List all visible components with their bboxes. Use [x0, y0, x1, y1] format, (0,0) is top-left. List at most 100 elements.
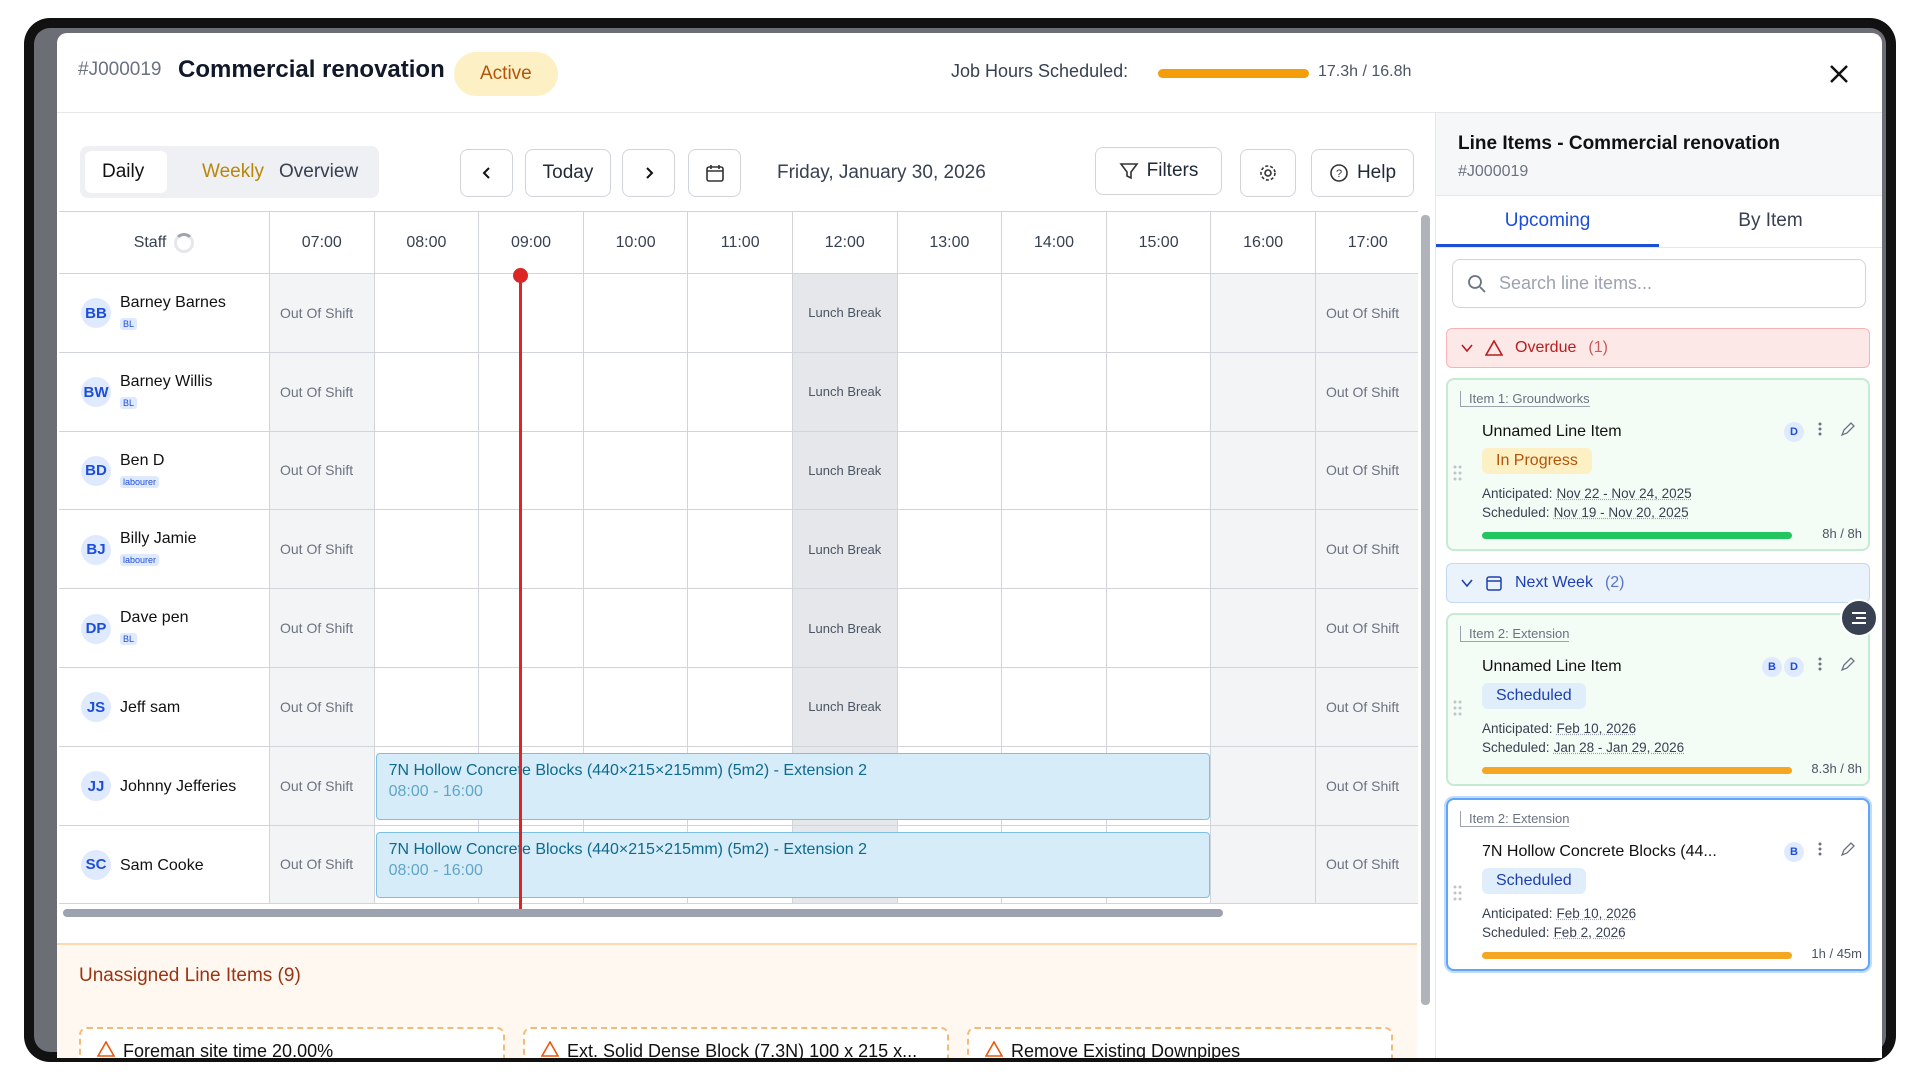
slot[interactable] [688, 510, 793, 590]
slot[interactable] [1211, 825, 1316, 905]
settings-button[interactable] [1240, 149, 1296, 197]
unassigned-card[interactable]: Foreman site time 20.00% [79, 1027, 505, 1058]
slot[interactable] [1106, 431, 1212, 511]
slot[interactable] [897, 668, 1003, 747]
h-scrollbar[interactable] [63, 909, 1223, 917]
slot[interactable] [688, 668, 793, 747]
staff-cell: BW Barney Willis BL [59, 352, 270, 432]
drag-handle[interactable] [1453, 885, 1463, 906]
slot[interactable] [1211, 274, 1316, 353]
slot[interactable] [688, 352, 793, 432]
line-item-card[interactable]: Item 2: Extension Unnamed Line Item B D Sche… [1446, 613, 1870, 786]
slot[interactable] [583, 274, 689, 353]
view-tab[interactable]: Weekly [202, 161, 264, 182]
slot[interactable] [1002, 589, 1107, 668]
edit-icon[interactable] [1840, 656, 1856, 677]
slot[interactable] [479, 510, 584, 590]
slot[interactable] [1002, 510, 1107, 590]
v-scrollbar[interactable] [1421, 215, 1430, 1005]
menu-icon[interactable] [1818, 841, 1822, 862]
slot[interactable] [583, 510, 689, 590]
slot[interactable] [374, 668, 480, 747]
booking[interactable]: 7N Hollow Concrete Blocks (440×215×215mm… [375, 752, 1211, 820]
tab[interactable]: Upcoming [1436, 196, 1659, 247]
slot[interactable] [1211, 746, 1316, 826]
job-id: #J000019 [78, 59, 162, 80]
slot[interactable] [374, 589, 480, 668]
staff-cell: DP Dave pen BL [59, 589, 270, 668]
slot[interactable] [374, 274, 480, 353]
group-count: (2) [1604, 574, 1625, 591]
line-item-card[interactable]: Item 2: Extension 7N Hollow Concrete Bloc… [1446, 798, 1870, 971]
tab[interactable]: By Item [1738, 210, 1803, 231]
help-button[interactable]: ? Help [1311, 149, 1414, 197]
value: Nov 22 - Nov 24, 2025 [1556, 486, 1692, 501]
slot[interactable] [1211, 510, 1316, 590]
slot[interactable] [1106, 668, 1212, 747]
slot[interactable] [1106, 589, 1212, 668]
slot[interactable] [897, 431, 1003, 511]
side-panel: Line Items - Commercial renovation #J000… [1435, 113, 1882, 1058]
search-box[interactable]: Search line items... [1452, 259, 1866, 308]
calendar-button[interactable] [688, 149, 741, 197]
slot[interactable] [583, 431, 689, 511]
slot[interactable] [1002, 431, 1107, 511]
slot[interactable] [897, 589, 1003, 668]
slot[interactable] [1002, 352, 1107, 432]
slot[interactable] [1106, 746, 1212, 826]
slot[interactable] [479, 352, 584, 432]
slot[interactable] [1211, 589, 1316, 668]
slot[interactable] [1106, 510, 1212, 590]
slot[interactable] [1211, 668, 1316, 747]
slot[interactable] [479, 274, 584, 353]
slot[interactable] [1106, 274, 1212, 353]
today-button[interactable]: Today [525, 149, 611, 197]
slot[interactable] [479, 668, 584, 747]
group-name: Next Week [1515, 574, 1593, 591]
unassigned-card[interactable]: Remove Existing Downpipes [967, 1027, 1393, 1058]
edit-icon[interactable] [1840, 841, 1856, 862]
slot[interactable] [1106, 352, 1212, 432]
line-item-card[interactable]: Item 1: Groundworks Unnamed Line Item D In … [1446, 378, 1870, 551]
slot[interactable] [1106, 825, 1212, 905]
slot[interactable] [374, 510, 480, 590]
slot[interactable] [897, 352, 1003, 432]
slot[interactable] [583, 352, 689, 432]
slot[interactable] [688, 274, 793, 353]
close-button[interactable] [1828, 63, 1850, 85]
group-header[interactable]: Next Week (2) [1446, 563, 1870, 603]
slot[interactable] [1002, 274, 1107, 353]
next-button[interactable] [622, 149, 675, 197]
prev-button[interactable] [460, 149, 513, 197]
slot[interactable] [1211, 431, 1316, 511]
warn-icon [984, 1040, 1004, 1058]
slot[interactable] [479, 589, 584, 668]
drag-handle[interactable] [1453, 700, 1463, 721]
slot[interactable] [1002, 668, 1107, 747]
menu-icon[interactable] [1818, 656, 1822, 677]
slot[interactable] [583, 668, 689, 747]
slot[interactable] [688, 431, 793, 511]
slot[interactable] [374, 431, 480, 511]
view-tab[interactable]: Daily [102, 161, 145, 182]
menu-icon[interactable] [1818, 421, 1822, 442]
staff-name: Billy Jamie [120, 530, 197, 548]
slot[interactable] [479, 431, 584, 511]
slot[interactable] [688, 589, 793, 668]
group-header[interactable]: Overdue (1) [1446, 328, 1870, 368]
staff-name: Dave pen [120, 609, 189, 627]
view-tab[interactable]: Overview [279, 161, 359, 182]
drag-handle[interactable] [1453, 465, 1463, 486]
slot[interactable] [583, 589, 689, 668]
unassigned-card[interactable]: Ext. Solid Dense Block (7.3N) 100 x 215 … [523, 1027, 949, 1058]
slot[interactable] [374, 352, 480, 432]
filters-button[interactable]: Filters [1095, 147, 1222, 195]
slot[interactable] [1211, 352, 1316, 432]
slot[interactable] [897, 510, 1003, 590]
booking[interactable]: 7N Hollow Concrete Blocks (440×215×215mm… [375, 831, 1211, 899]
edit-icon[interactable] [1840, 421, 1856, 442]
floating-button[interactable] [1840, 599, 1878, 637]
slot[interactable] [897, 274, 1003, 353]
out-of-shift: Out Of Shift [1316, 589, 1418, 668]
out-of-shift: Out Of Shift [270, 510, 375, 590]
